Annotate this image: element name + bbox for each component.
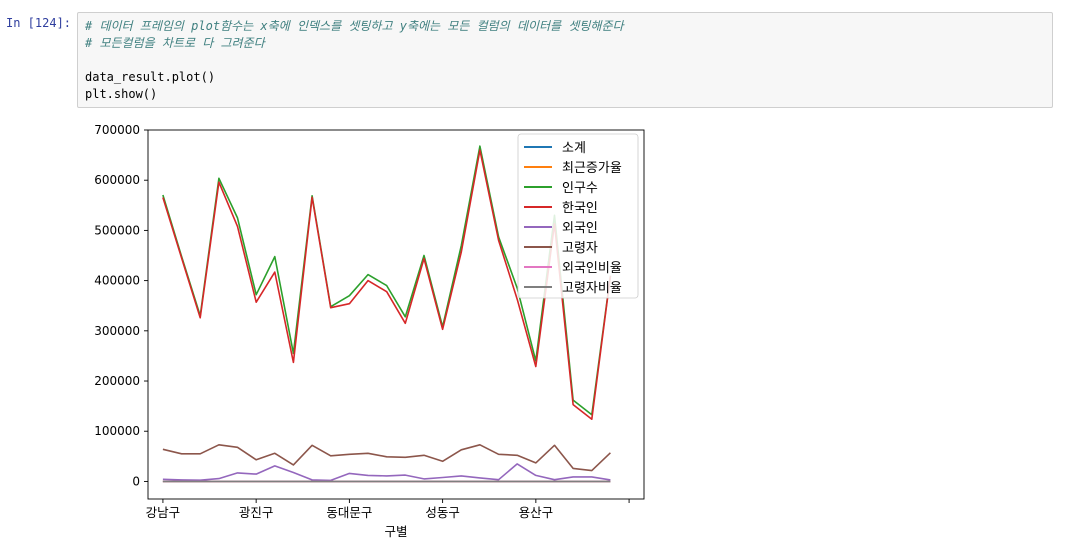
code-cell-input[interactable]: # 데이터 프레임의 plot함수는 x축에 인덱스를 셋팅하고 y축에는 모든… [77,12,1053,108]
plot-frame [147,129,645,500]
line-chart: 0 100000 200000 300000 400000 500000 600000 700… [94,123,645,539]
x-tick-label: 강남구 [146,505,181,520]
x-tick-label: 동대문구 [326,505,372,520]
x-axis-label: 구별 [384,524,407,539]
legend-label: 소계 [562,141,586,156]
code-line: data_result.plot() [85,70,216,84]
legend-label: 최근증가율 [562,161,622,176]
legend-label: 고령자 [562,241,598,256]
y-tick-label: 500000 [94,223,140,237]
y-tick-label: 300000 [94,324,140,338]
y-tick-label: 700000 [94,123,140,137]
y-tick-label: 200000 [94,374,140,388]
y-tick-label: 100000 [94,424,140,438]
x-tick-label: 성동구 [425,505,460,520]
y-tick-label: 0 [132,474,140,488]
legend-label: 외국인비율 [562,261,622,276]
y-tick-label: 600000 [94,173,140,187]
series-line-5 [162,443,611,472]
y-tick-label: 400000 [94,274,140,288]
cell-output: 0 100000 200000 300000 400000 500000 600000 700… [77,118,657,554]
legend-label: 인구수 [562,181,598,196]
series-line-4 [162,463,611,482]
code-line: plt.show() [85,87,158,101]
cell-prompt: In [124]: [6,16,72,30]
series-line-3 [162,149,612,421]
legend-label: 한국인 [562,201,598,216]
legend-label: 고령자비율 [562,281,622,296]
code-comment-line: # 데이터 프레임의 plot함수는 x축에 인덱스를 셋팅하고 y축에는 모든… [85,19,624,33]
code-editor[interactable]: # 데이터 프레임의 plot함수는 x축에 인덱스를 셋팅하고 y축에는 모든… [85,18,624,103]
x-tick-label: 용산구 [519,505,554,520]
code-comment-line: # 모든컬럼을 차트로 다 그려준다 [85,36,265,50]
legend-box [517,133,639,299]
x-tick-label: 광진구 [239,505,274,520]
legend-label: 외국인 [562,221,598,236]
